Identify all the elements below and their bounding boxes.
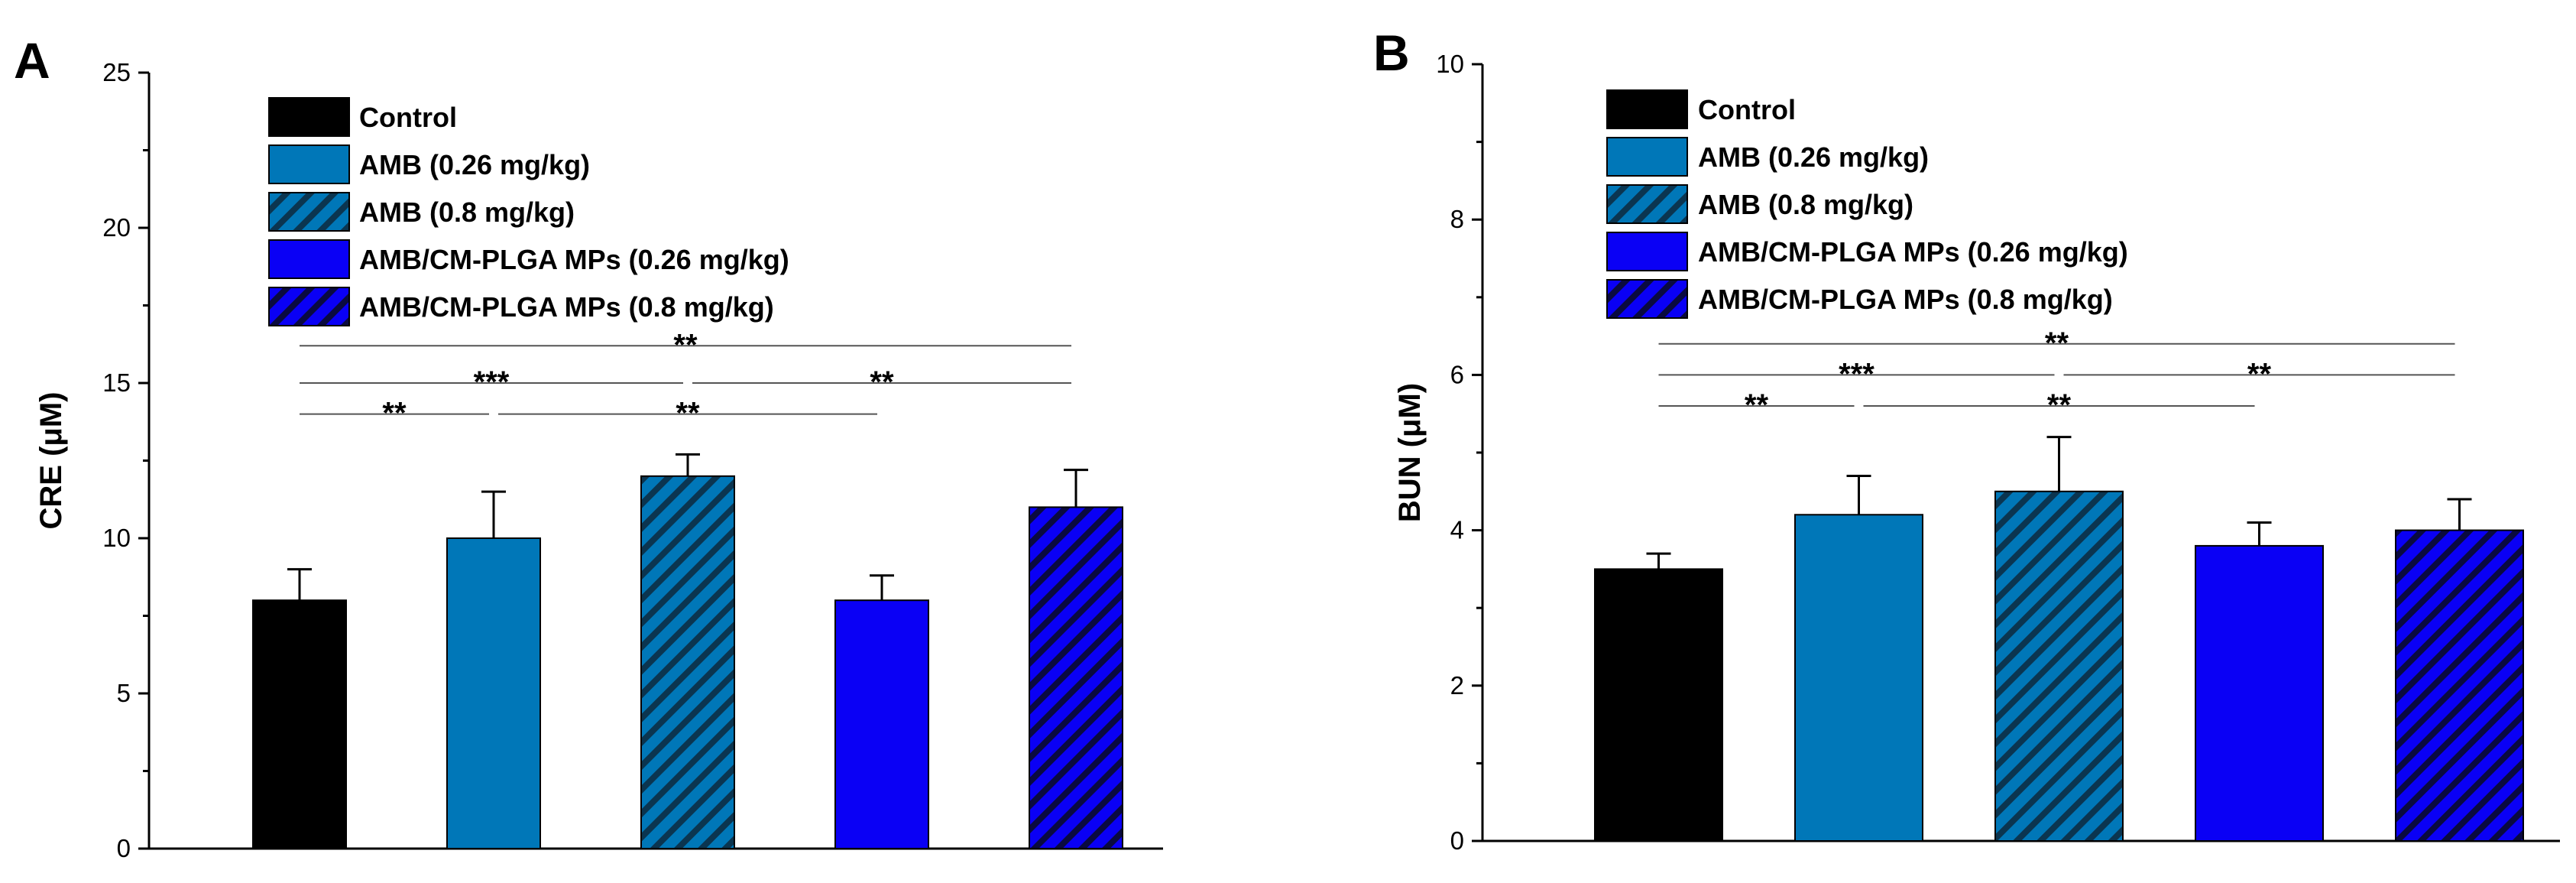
significance-label: **	[382, 397, 407, 430]
legend-label: AMB (0.8 mg/kg)	[359, 196, 575, 228]
significance-label: **	[2047, 388, 2072, 422]
y-axis-title: CRE (μM)	[34, 392, 68, 530]
bar	[446, 537, 541, 849]
y-tick-label: 10	[102, 524, 131, 552]
y-tick-label: 8	[1450, 205, 1464, 233]
legend-swatch	[1606, 137, 1688, 177]
legend-swatch	[268, 144, 350, 184]
y-tick-label: 0	[117, 834, 131, 862]
bar	[834, 599, 929, 849]
legend-label: AMB/CM-PLGA MPs (0.26 mg/kg)	[1698, 236, 2128, 268]
legend-swatch	[268, 239, 350, 279]
bar	[252, 599, 347, 849]
significance-label: **	[2247, 357, 2272, 391]
legend-swatch	[1606, 232, 1688, 271]
y-axis-title: BUN (μM)	[1393, 383, 1427, 522]
legend-label: AMB (0.26 mg/kg)	[359, 149, 590, 180]
legend-label: AMB (0.8 mg/kg)	[1698, 189, 1913, 220]
legend-swatch	[1606, 89, 1688, 129]
bar	[1594, 568, 1723, 842]
significance-label: **	[870, 365, 894, 399]
significance-label: **	[673, 328, 698, 362]
panel-label: A	[14, 32, 50, 89]
legend-swatch	[1606, 184, 1688, 224]
bar	[1794, 514, 1923, 842]
y-tick-label: 2	[1450, 671, 1464, 700]
bar	[2195, 544, 2324, 842]
bar	[640, 475, 735, 849]
significance-label: **	[2045, 326, 2069, 360]
bar	[1994, 490, 2124, 842]
panel-a: A 0 5 10 15 20 25 CRE (μM) Control AMB (0.26 mg/k…	[14, 32, 1163, 862]
bar	[2395, 529, 2524, 842]
legend-label: AMB/CM-PLGA MPs (0.8 mg/kg)	[1698, 284, 2113, 315]
y-tick-label: 0	[1450, 826, 1464, 855]
legend-swatch	[268, 287, 350, 326]
legend-label: Control	[359, 102, 457, 133]
y-tick-label: 5	[117, 679, 131, 707]
significance-label: ***	[474, 365, 510, 399]
panel-label: B	[1373, 24, 1410, 81]
significance-label: **	[676, 397, 700, 430]
y-tick-label: 25	[102, 58, 131, 86]
significance-label: **	[1745, 388, 1769, 422]
y-tick-label: 10	[1436, 50, 1464, 78]
y-tick-label: 20	[102, 213, 131, 242]
y-tick-label: 6	[1450, 360, 1464, 388]
legend-swatch	[268, 97, 350, 137]
legend-label: Control	[1698, 94, 1796, 125]
bar	[1029, 506, 1123, 850]
panel-b: B 0 2 4 6 8 10 BUN (μM) Control AMB (0.26 mg/kg) A…	[1373, 24, 2560, 855]
legend-label: AMB/CM-PLGA MPs (0.8 mg/kg)	[359, 291, 774, 323]
legend-label: AMB/CM-PLGA MPs (0.26 mg/kg)	[359, 244, 789, 275]
legend-swatch	[1606, 279, 1688, 319]
significance-label: ***	[1839, 357, 1874, 391]
legend-swatch	[268, 192, 350, 232]
y-tick-label: 15	[102, 368, 131, 397]
legend-label: AMB (0.26 mg/kg)	[1698, 141, 1929, 173]
y-tick-label: 4	[1450, 516, 1464, 544]
